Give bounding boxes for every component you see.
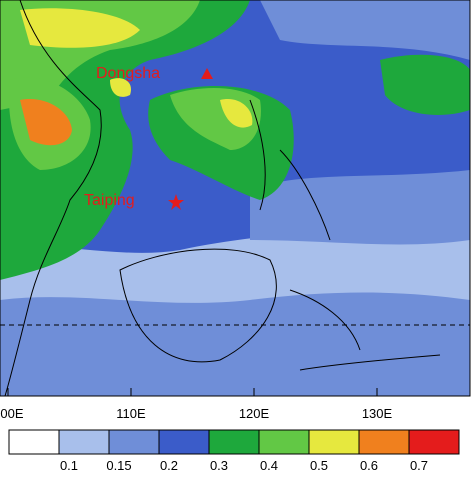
map-frame: [0, 0, 471, 397]
colorbar-swatch: [8, 429, 60, 455]
colorbar-swatch: [358, 429, 410, 455]
taiping-marker: [168, 194, 184, 210]
colorbar-label: 0.15: [106, 458, 131, 473]
annotation: Dongsha: [96, 65, 160, 82]
colorbar-label: 0.5: [310, 458, 328, 473]
x-tick-label: 110E: [116, 406, 146, 421]
colorbar-label: 0.1: [60, 458, 78, 473]
colorbar: 0.1 0.15 0.2 0.3 0.4 0.5 0.6 0.7: [8, 429, 460, 473]
colorbar-label: 0.4: [260, 458, 278, 473]
colorbar-swatch: [208, 429, 260, 455]
colorbar-swatch: [308, 429, 360, 455]
x-axis: 00E 110E 120E 130E: [0, 388, 393, 421]
colorbar-label: 0.6: [360, 458, 378, 473]
dongsha-marker: [201, 68, 213, 79]
colorbar-swatch: [58, 429, 110, 455]
colorbar-label: 0.2: [160, 458, 178, 473]
annotation: Taiping: [84, 192, 135, 209]
colorbar-swatch: [158, 429, 210, 455]
x-tick-label: 120E: [239, 406, 270, 421]
x-tick-label: 00E: [0, 406, 23, 421]
colorbar-swatch: [258, 429, 310, 455]
colorbar-swatch: [408, 429, 460, 455]
colorbar-label: 0.7: [410, 458, 428, 473]
map-field: Dongsha Taiping: [0, 0, 470, 396]
colorbar-label: 0.3: [210, 458, 228, 473]
x-tick-label: 130E: [362, 406, 393, 421]
colorbar-swatch: [108, 429, 160, 455]
